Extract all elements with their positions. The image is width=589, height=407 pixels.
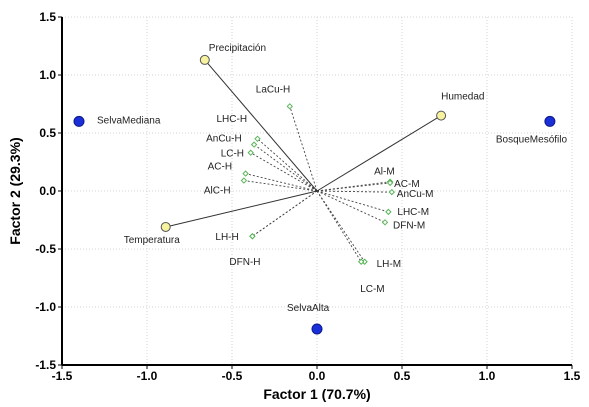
y-tick-label: 1.0 <box>39 68 56 82</box>
variable-vector <box>257 138 318 192</box>
point-label: SelvaAlta <box>287 303 330 314</box>
variable-vector <box>245 173 318 192</box>
variable-vector <box>316 190 389 213</box>
variable-point <box>286 103 294 110</box>
x-tick-label: 1.0 <box>479 369 496 383</box>
point-label: LH-H <box>215 232 238 243</box>
point-label: Al-M <box>374 167 395 178</box>
point-labels: Precipitación Humedad Temperatura SelvaMedi… <box>97 43 567 314</box>
x-axis-ticks: -1.5 -1.0 -0.5 0.0 0.5 1.0 1.5 <box>52 365 581 383</box>
variable-vector <box>316 181 391 192</box>
y-tick-label: 0.0 <box>39 184 56 198</box>
x-axis-title: Factor 1 (70.7%) <box>263 386 370 402</box>
variable-point <box>381 219 389 226</box>
x-tick-label: -1.0 <box>137 369 158 383</box>
y-tick-label: -1.0 <box>35 300 56 314</box>
variable-point <box>357 258 365 265</box>
point-label: LH-M <box>377 259 401 270</box>
point-label: LC-M <box>360 284 384 295</box>
variable-vector <box>252 190 318 237</box>
point-label: SelvaMediana <box>97 115 161 126</box>
point-label: BosqueMesófilo <box>496 134 568 145</box>
variable-point <box>240 177 248 184</box>
variable-vector <box>316 190 392 193</box>
x-tick-label: -1.5 <box>52 369 73 383</box>
environment-point <box>199 54 210 65</box>
environment-points <box>160 54 447 232</box>
variable-point <box>385 208 392 216</box>
site-point <box>73 115 85 127</box>
y-axis-ticks: 1.5 1.0 0.5 0.0 -0.5 -1.0 -1.5 <box>35 10 62 372</box>
variable-point <box>386 179 394 187</box>
point-label: AC-M <box>394 179 420 190</box>
site-point <box>311 323 323 335</box>
point-label: AC-H <box>208 162 232 173</box>
variable-point <box>250 141 258 148</box>
environment-vectors <box>165 59 442 228</box>
point-label: DFN-H <box>229 257 260 268</box>
point-label: LHC-M <box>397 207 429 218</box>
variable-vector <box>316 190 362 262</box>
y-tick-label: 1.5 <box>39 10 56 24</box>
environment-vector <box>204 59 318 192</box>
variable-vector <box>252 190 318 237</box>
environment-point <box>436 110 447 121</box>
point-label: AnCu-M <box>397 189 434 200</box>
x-tick-label: 1.5 <box>564 369 581 383</box>
variable-point <box>249 233 256 240</box>
point-label: DFN-M <box>393 220 425 231</box>
point-label: LHC-H <box>217 114 248 125</box>
variable-point <box>388 188 396 196</box>
point-label: AlC-H <box>204 186 231 197</box>
variable-point <box>247 149 254 156</box>
variable-vector <box>316 190 386 223</box>
point-label: Precipitación <box>209 43 266 54</box>
variable-point <box>254 135 261 143</box>
variable-point <box>242 170 249 177</box>
y-tick-label: -0.5 <box>35 242 56 256</box>
point-label: LaCu-H <box>256 84 290 95</box>
x-tick-label: 0.0 <box>309 369 326 383</box>
variable-points <box>240 103 396 265</box>
point-label: Temperatura <box>124 235 181 246</box>
y-axis-title: Factor 2 (29.3%) <box>7 137 23 244</box>
environment-point <box>160 221 171 232</box>
variable-vectors <box>243 106 392 263</box>
variable-vector <box>250 152 318 192</box>
point-label: LC-H <box>221 149 244 160</box>
point-label: AnCu-H <box>206 134 242 145</box>
variable-vector <box>289 106 318 192</box>
variable-vector <box>253 144 318 192</box>
site-points <box>73 115 556 335</box>
y-tick-label: -1.5 <box>35 358 56 372</box>
variable-vector <box>316 182 391 192</box>
environment-vector <box>165 190 318 228</box>
x-tick-label: 0.5 <box>394 369 411 383</box>
site-point <box>544 115 556 127</box>
environment-vector <box>316 115 442 192</box>
x-tick-label: -0.5 <box>222 369 243 383</box>
y-tick-label: 0.5 <box>39 126 56 140</box>
point-label: Humedad <box>441 92 484 103</box>
variable-vector <box>243 180 318 192</box>
